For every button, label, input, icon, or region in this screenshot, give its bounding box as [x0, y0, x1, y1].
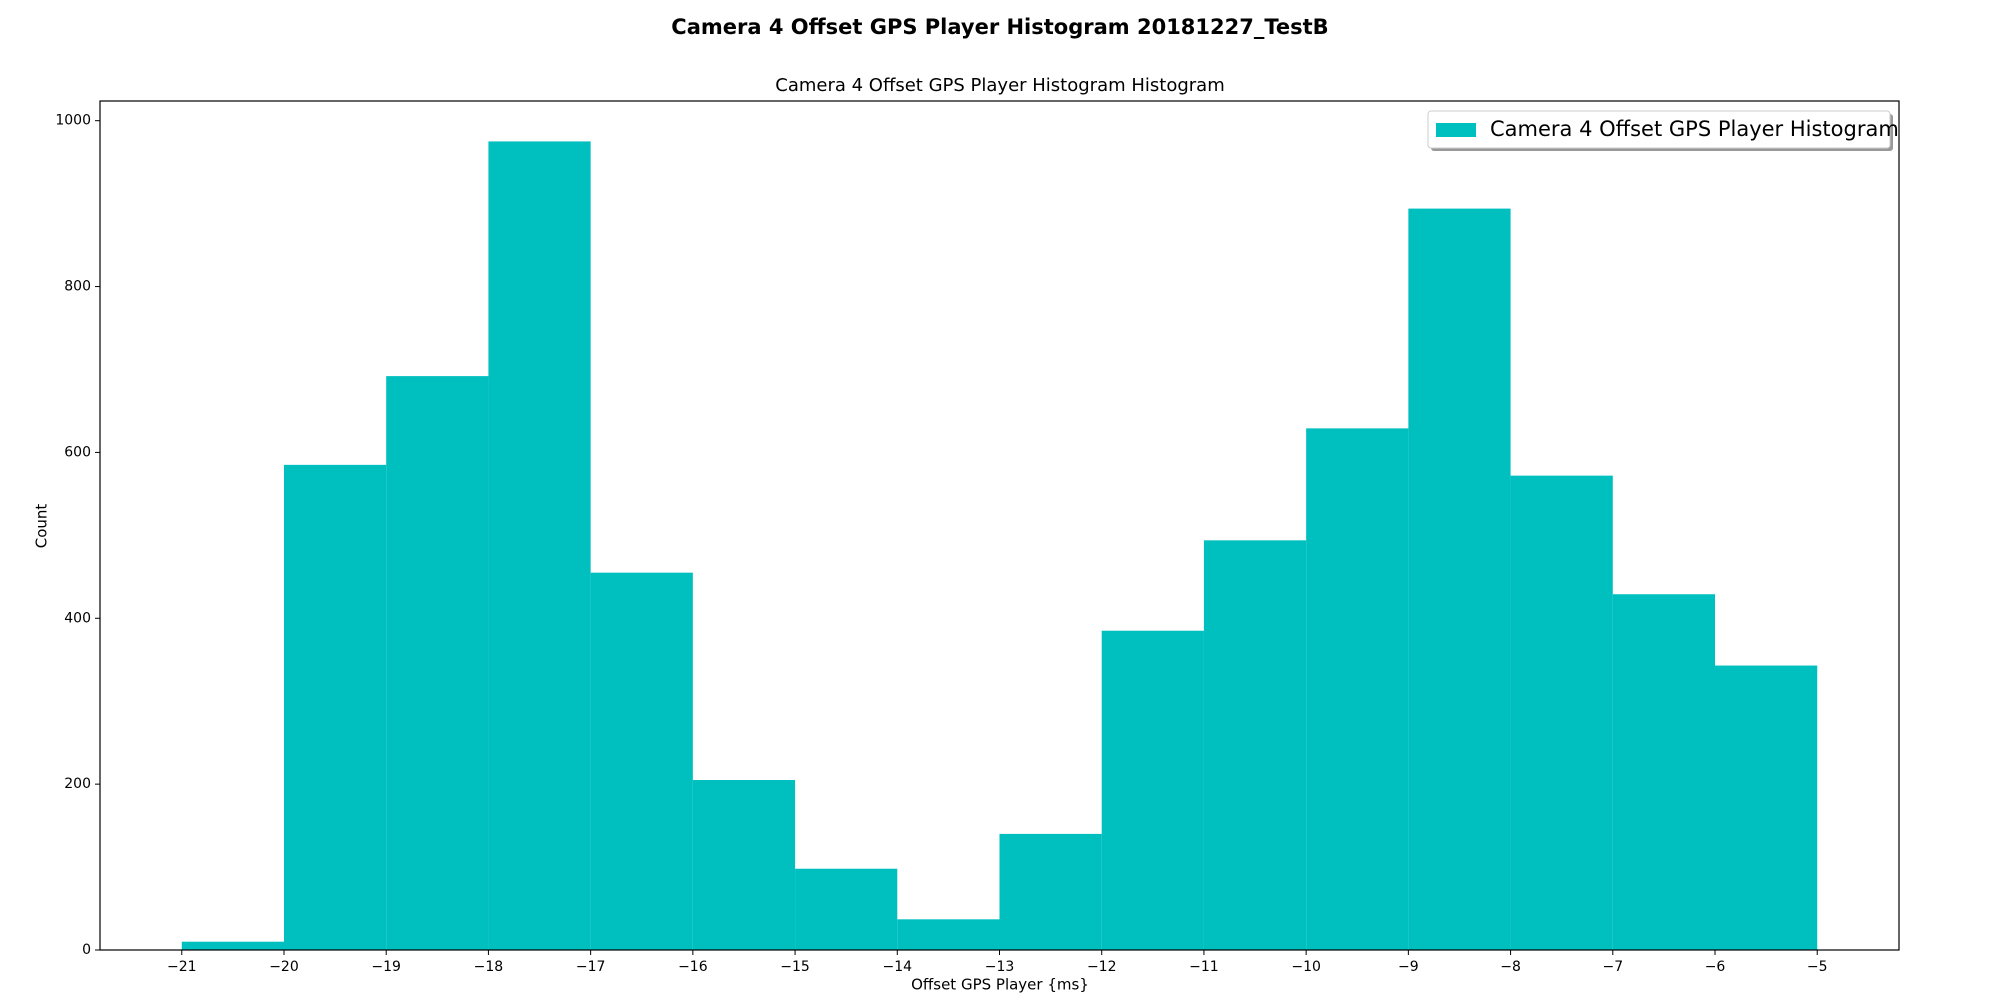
chart-subtitle: Camera 4 Offset GPS Player Histogram His… [775, 75, 1225, 96]
bar [590, 572, 693, 950]
x-tick-label: −14 [883, 959, 913, 975]
bar [692, 779, 796, 950]
bar [1203, 540, 1307, 950]
bar [897, 919, 1000, 950]
x-tick-label: −21 [167, 959, 197, 975]
chart-title: Camera 4 Offset GPS Player Histogram 201… [671, 15, 1328, 39]
x-tick-label: −20 [269, 959, 299, 975]
bar [181, 941, 284, 950]
y-tick-label: 400 [64, 610, 91, 626]
y-tick-label: 0 [82, 942, 91, 958]
x-axis-label: Offset GPS Player {ms} [911, 976, 1089, 994]
x-tick-label: −18 [474, 959, 504, 975]
x-tick-label: −15 [780, 959, 810, 975]
x-tick-label: −13 [985, 959, 1015, 975]
bar [1715, 665, 1818, 950]
x-tick-label: −9 [1398, 959, 1419, 975]
legend-label: Camera 4 Offset GPS Player Histogram [1490, 117, 1899, 141]
bar [488, 141, 591, 950]
axes-frame [99, 100, 1900, 951]
legend-swatch [1436, 123, 1476, 137]
bar [1306, 428, 1409, 950]
bar [1408, 208, 1511, 951]
x-tick-label: −19 [371, 959, 401, 975]
bar [999, 833, 1102, 950]
bar [386, 376, 489, 951]
bar [283, 464, 387, 950]
x-tick-label: −16 [678, 959, 708, 975]
x-tick-label: −8 [1500, 959, 1521, 975]
x-tick-label: −11 [1189, 959, 1219, 975]
y-tick-label: 800 [64, 279, 91, 295]
x-tick-label: −7 [1602, 959, 1623, 975]
y-tick-label: 600 [64, 444, 91, 460]
x-tick-label: −17 [576, 959, 606, 975]
x-tick-label: −6 [1705, 959, 1726, 975]
x-tick-label: −5 [1807, 959, 1828, 975]
y-tick-label: 200 [64, 776, 91, 792]
bar [1101, 630, 1204, 950]
legend [1427, 110, 1891, 149]
x-tick-label: −10 [1291, 959, 1321, 975]
bar [1612, 594, 1716, 950]
x-tick-label: −12 [1087, 959, 1117, 975]
bar [1510, 475, 1613, 950]
y-tick-label: 1000 [55, 113, 91, 129]
y-axis-label: Count [33, 504, 51, 549]
bar [795, 868, 898, 950]
